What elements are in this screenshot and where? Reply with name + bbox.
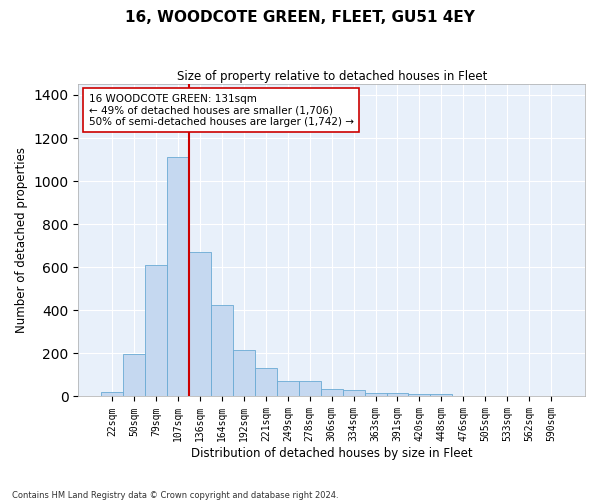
Bar [255, 368, 277, 396]
Bar [386, 394, 409, 396]
Bar [124, 354, 145, 397]
Bar [211, 305, 233, 396]
Y-axis label: Number of detached properties: Number of detached properties [15, 148, 28, 334]
Title: Size of property relative to detached houses in Fleet: Size of property relative to detached ho… [176, 70, 487, 83]
Bar [145, 265, 167, 396]
Bar [233, 350, 255, 397]
Bar [343, 390, 365, 396]
Bar [365, 394, 386, 396]
Bar [189, 252, 211, 396]
Text: Contains HM Land Registry data © Crown copyright and database right 2024.: Contains HM Land Registry data © Crown c… [12, 490, 338, 500]
Bar [409, 394, 430, 396]
Bar [101, 392, 124, 396]
Bar [430, 394, 452, 396]
Text: 16 WOODCOTE GREEN: 131sqm
← 49% of detached houses are smaller (1,706)
50% of se: 16 WOODCOTE GREEN: 131sqm ← 49% of detac… [89, 94, 353, 126]
Text: 16, WOODCOTE GREEN, FLEET, GU51 4EY: 16, WOODCOTE GREEN, FLEET, GU51 4EY [125, 10, 475, 25]
Bar [321, 389, 343, 396]
Bar [299, 381, 321, 396]
Bar [167, 158, 189, 396]
X-axis label: Distribution of detached houses by size in Fleet: Distribution of detached houses by size … [191, 447, 473, 460]
Bar [277, 381, 299, 396]
